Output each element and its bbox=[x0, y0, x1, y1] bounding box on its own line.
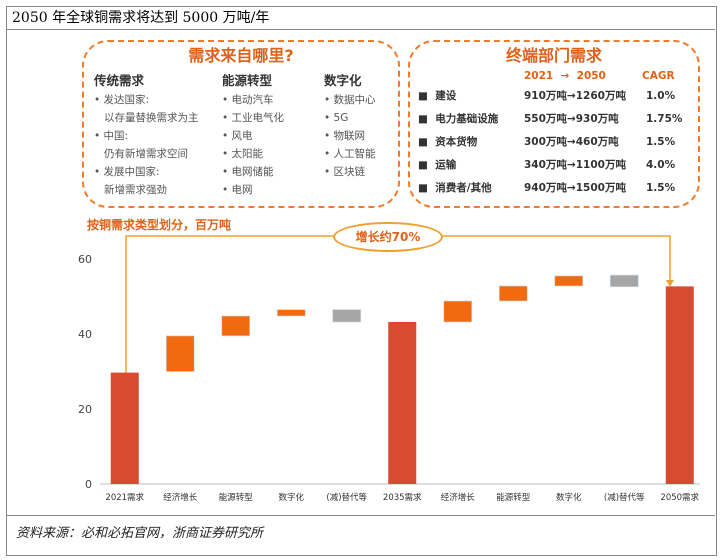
waterfall-chart: 0 20 40 60 2021需求 经济增长 能源转型 数字化 (减)替代等 2035需求 经济增长… bbox=[78, 235, 700, 503]
sector-demand-box: 终端部门需求 2021 → 2050 CAGR ■ 建设 910万吨→1260万吨… bbox=[408, 40, 700, 208]
x-tick-label: 数字化 bbox=[278, 492, 304, 503]
list-item: 仍有新增需求空间 bbox=[94, 148, 189, 160]
col-heading: 数字化 bbox=[324, 73, 362, 88]
bar-decrease bbox=[609, 274, 639, 288]
sector-change: 940万吨→1500万吨 bbox=[524, 182, 626, 194]
sector-table: 2021 → 2050 CAGR ■ 建设 910万吨→1260万吨 1.0% ■ 电… bbox=[410, 42, 698, 206]
demand-source-box: 需求来自哪里? 传统需求 • 发达国家: 以存量替换需求为主 • 中国: 仍有新… bbox=[82, 40, 400, 208]
bar-increase bbox=[165, 335, 195, 372]
growth-annotation: 增长约70% bbox=[333, 222, 443, 252]
list-item: • 物联网 bbox=[324, 130, 366, 142]
list-item: 新增需求强劲 bbox=[94, 184, 168, 196]
col-heading: 能源转型 bbox=[222, 73, 273, 88]
bar-increase bbox=[498, 285, 528, 302]
list-item: • 太阳能 bbox=[222, 148, 264, 160]
bar-total bbox=[665, 286, 694, 484]
y-tick-label: 40 bbox=[78, 328, 92, 341]
x-tick-label: 经济增长 bbox=[163, 492, 198, 503]
bar-increase bbox=[221, 315, 251, 337]
cagr-header: CAGR bbox=[642, 70, 675, 82]
x-tick-label: (减)替代等 bbox=[604, 492, 645, 503]
bar-increase bbox=[443, 300, 473, 323]
x-tick-label: 能源转型 bbox=[219, 492, 254, 503]
list-item: • 发达国家: bbox=[94, 94, 150, 106]
list-item: • 电网储能 bbox=[222, 166, 274, 178]
bar-total bbox=[388, 322, 417, 484]
x-tick-label: (减)替代等 bbox=[326, 492, 367, 503]
period-header: 2021 → 2050 bbox=[524, 70, 606, 82]
sector-sector: ■ 资本货物 bbox=[418, 136, 478, 148]
source-note: 资料来源：必和必拓官网，浙商证券研究所 bbox=[16, 526, 264, 541]
list-item: • 发展中国家: bbox=[94, 166, 160, 178]
list-item: • 工业电气化 bbox=[222, 112, 285, 124]
bar-increase bbox=[276, 309, 306, 317]
bar-decrease bbox=[332, 309, 362, 323]
list-item: • 中国: bbox=[94, 130, 129, 142]
list-item: 以存量替换需求为主 bbox=[94, 112, 199, 124]
sector-sector: ■ 消费者/其他 bbox=[418, 182, 492, 194]
sector-cagr: 1.0% bbox=[646, 90, 676, 102]
col-heading: 传统需求 bbox=[94, 73, 145, 88]
list-item: • 电动汽车 bbox=[222, 94, 274, 106]
chart-subtitle: 按铜需求类型划分，百万吨 bbox=[87, 218, 232, 232]
sector-change: 300万吨→460万吨 bbox=[524, 136, 619, 148]
list-item: • 电网 bbox=[222, 184, 253, 196]
col-digital: 数字化 • 数据中心 • 5G • 物联网 • 人工智能 • 区块链 bbox=[324, 70, 376, 181]
x-tick-label: 2035需求 bbox=[383, 492, 422, 503]
sector-change: 550万吨→930万吨 bbox=[524, 113, 619, 125]
x-tick-label: 2021需求 bbox=[105, 492, 144, 503]
x-tick-label: 2050需求 bbox=[660, 492, 699, 503]
slide-title: 2050 年全球铜需求将达到 5000 万吨/年 bbox=[6, 6, 715, 30]
sector-cagr: 1.75% bbox=[646, 113, 683, 125]
list-item: • 风电 bbox=[222, 130, 253, 142]
sector-change: 910万吨→1260万吨 bbox=[524, 90, 626, 102]
sector-cagr: 1.5% bbox=[646, 182, 676, 194]
bar-total bbox=[110, 372, 139, 484]
list-item: • 5G bbox=[324, 112, 349, 124]
sector-sector: ■ 建设 bbox=[418, 90, 457, 102]
frame bbox=[6, 6, 717, 556]
divider bbox=[6, 515, 715, 516]
demand-source-title: 需求来自哪里? bbox=[188, 46, 294, 65]
sector-cagr: 1.5% bbox=[646, 136, 676, 148]
sector-sector: ■ 运输 bbox=[418, 159, 457, 171]
y-tick-label: 20 bbox=[78, 403, 92, 416]
list-item: • 数据中心 bbox=[324, 94, 376, 106]
sector-cagr: 4.0% bbox=[646, 159, 676, 171]
y-tick-label: 0 bbox=[85, 478, 92, 491]
col-energy: 能源转型 • 电动汽车 • 工业电气化 • 风电 • 太阳能 • 电网储能 • … bbox=[222, 70, 284, 199]
list-item: • 人工智能 bbox=[324, 148, 376, 160]
x-tick-label: 数字化 bbox=[556, 492, 582, 503]
x-tick-label: 能源转型 bbox=[496, 492, 531, 503]
col-traditional: 传统需求 • 发达国家: 以存量替换需求为主 • 中国: 仍有新增需求空间 • … bbox=[94, 70, 199, 199]
sector-change: 340万吨→1100万吨 bbox=[524, 159, 626, 171]
list-item: • 区块链 bbox=[324, 166, 366, 178]
x-tick-label: 经济增长 bbox=[441, 492, 476, 503]
sector-demand-title: 终端部门需求 bbox=[505, 46, 602, 65]
bar-increase bbox=[554, 275, 584, 287]
arrow-head-icon bbox=[666, 280, 674, 287]
sector-sector: ■ 电力基础设施 bbox=[418, 113, 499, 125]
y-tick-label: 60 bbox=[78, 253, 92, 266]
